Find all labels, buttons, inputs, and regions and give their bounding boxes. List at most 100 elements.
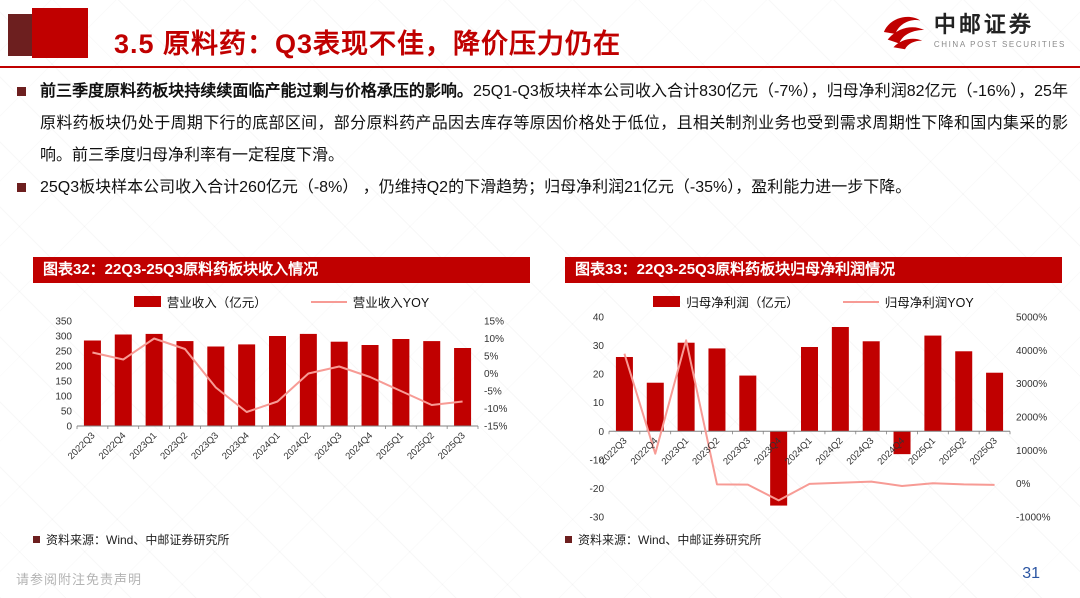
legend-label-profit: 归母净利润（亿元） bbox=[686, 296, 799, 310]
x-axis-category-label: 2025Q1 bbox=[906, 436, 938, 468]
right-axis-tick-label: 3000% bbox=[1016, 379, 1047, 390]
x-axis-category-label: 2022Q3 bbox=[598, 436, 630, 468]
right-axis-tick-label: -5% bbox=[484, 387, 502, 398]
left-axis-tick-label: 300 bbox=[55, 332, 72, 343]
bar bbox=[392, 339, 410, 426]
bar-swatch-icon bbox=[653, 296, 681, 307]
bar bbox=[238, 344, 256, 426]
x-axis-category-label: 2023Q2 bbox=[158, 430, 190, 462]
bullet-1-text: 25Q1-Q3板块样本公司收入合计830亿元（-7%），归母净利润82亿元（-1… bbox=[40, 83, 1068, 164]
figure-revenue-source: 资料来源：Wind、中邮证券研究所 bbox=[33, 531, 530, 548]
bar bbox=[646, 382, 664, 432]
x-axis-category-label: 2022Q3 bbox=[66, 430, 98, 462]
x-axis-category-label: 2025Q1 bbox=[374, 430, 406, 462]
x-axis-category-label: 2025Q2 bbox=[937, 436, 969, 468]
bar bbox=[677, 342, 695, 432]
bar bbox=[83, 340, 101, 426]
left-axis-tick-label: 150 bbox=[55, 377, 72, 388]
company-logo: 中邮证券 CHINA POST SECURITIES bbox=[881, 11, 1066, 51]
bullet-item-1: 前三季度原料药板块持续续面临产能过剩与价格承压的影响。25Q1-Q3板块样本公司… bbox=[14, 76, 1068, 172]
right-axis-tick-label: -1000% bbox=[1016, 513, 1051, 524]
figure-net-profit-title: 图表33：22Q3-25Q3原料药板块归母净利润情况 bbox=[565, 257, 1062, 283]
x-axis-category-label: 2025Q3 bbox=[968, 436, 1000, 468]
bar bbox=[708, 348, 726, 432]
x-axis-category-label: 2023Q1 bbox=[660, 436, 692, 468]
x-axis-category-label: 2024Q4 bbox=[343, 430, 375, 462]
bar bbox=[361, 345, 379, 426]
right-axis-tick-label: -15% bbox=[484, 422, 507, 433]
bar bbox=[831, 327, 849, 432]
header-decoration-dark-square bbox=[8, 14, 34, 56]
bullet-1-bold-text: 前三季度原料药板块持续续面临产能过剩与价格承压的影响。 bbox=[40, 83, 473, 100]
right-axis-tick-label: -10% bbox=[484, 404, 507, 415]
header-divider bbox=[0, 66, 1080, 68]
figure-revenue-title: 图表32：22Q3-25Q3原料药板块收入情况 bbox=[33, 257, 530, 283]
bar bbox=[862, 341, 880, 432]
left-axis-tick-label: 0 bbox=[66, 422, 72, 433]
page-number: 31 bbox=[1022, 565, 1040, 582]
right-axis-tick-label: 0% bbox=[484, 369, 499, 380]
summary-bullets: 前三季度原料药板块持续续面临产能过剩与价格承压的影响。25Q1-Q3板块样本公司… bbox=[14, 76, 1068, 204]
left-axis-tick-label: 350 bbox=[55, 317, 72, 328]
source-square-icon bbox=[33, 536, 40, 543]
bar bbox=[176, 341, 194, 426]
x-axis-category-label: 2024Q3 bbox=[313, 430, 345, 462]
legend-label-profit-yoy: 归母净利润YOY bbox=[884, 296, 974, 310]
company-name-en: CHINA POST SECURITIES bbox=[933, 39, 1066, 49]
right-axis-tick-label: 1000% bbox=[1016, 446, 1047, 457]
right-axis-tick-label: 2000% bbox=[1016, 413, 1047, 424]
line-swatch-icon bbox=[310, 300, 347, 303]
bar bbox=[299, 333, 317, 426]
bar bbox=[986, 372, 1004, 432]
source-text: 资料来源：Wind、中邮证券研究所 bbox=[578, 533, 762, 547]
x-axis-category-label: 2024Q2 bbox=[814, 436, 846, 468]
x-axis-category-label: 2025Q3 bbox=[436, 430, 468, 462]
legend-label-revenue-yoy: 营业收入YOY bbox=[352, 296, 430, 310]
source-text: 资料来源：Wind、中邮证券研究所 bbox=[46, 533, 230, 547]
bar bbox=[330, 341, 348, 426]
bullet-square-icon bbox=[17, 183, 26, 192]
bullet-square-icon bbox=[17, 87, 26, 96]
x-axis-category-label: 2023Q2 bbox=[690, 436, 722, 468]
left-axis-tick-label: 20 bbox=[593, 370, 605, 381]
legend-item-profit-yoy: 归母净利润YOY bbox=[842, 292, 974, 311]
bar bbox=[114, 334, 132, 426]
left-axis-tick-label: 250 bbox=[55, 347, 72, 358]
bar-swatch-icon bbox=[133, 296, 161, 307]
left-axis-tick-label: 30 bbox=[593, 341, 605, 352]
legend-label-revenue: 营业收入（亿元） bbox=[166, 296, 267, 310]
x-axis-category-label: 2024Q3 bbox=[845, 436, 877, 468]
bullet-2-text: 25Q3板块样本公司收入合计260亿元（-8%） ，仍维持Q2的下滑趋势；归母净… bbox=[40, 179, 912, 196]
left-axis-tick-label: 50 bbox=[61, 407, 73, 418]
figure-revenue-legend: 营业收入（亿元） 营业收入YOY bbox=[33, 294, 530, 310]
x-axis-category-label: 2022Q4 bbox=[97, 430, 129, 462]
x-axis-category-label: 2024Q2 bbox=[282, 430, 314, 462]
left-axis-tick-label: -10 bbox=[590, 455, 605, 466]
right-axis-tick-label: 5000% bbox=[1016, 313, 1047, 324]
figure-net-profit-source: 资料来源：Wind、中邮证券研究所 bbox=[565, 531, 1062, 548]
left-axis-tick-label: 0 bbox=[598, 427, 604, 438]
x-axis-category-label: 2023Q1 bbox=[128, 430, 160, 462]
bar bbox=[801, 347, 818, 432]
left-axis-tick-label: 40 bbox=[593, 313, 605, 324]
source-square-icon bbox=[565, 536, 572, 543]
x-axis-category-label: 2024Q1 bbox=[251, 430, 283, 462]
x-axis-category-label: 2023Q4 bbox=[220, 430, 252, 462]
bar bbox=[615, 357, 633, 432]
x-axis-category-label: 2023Q3 bbox=[721, 436, 753, 468]
bar bbox=[454, 348, 472, 426]
yoy-line bbox=[623, 339, 995, 502]
bar bbox=[269, 336, 286, 426]
company-logo-icon bbox=[883, 16, 924, 50]
right-axis-tick-label: 5% bbox=[484, 352, 499, 363]
legend-item-profit-bar: 归母净利润（亿元） bbox=[653, 292, 799, 311]
right-axis-tick-label: 0% bbox=[1016, 479, 1031, 490]
right-axis-tick-label: 10% bbox=[484, 334, 504, 345]
figure-net-profit: 图表33：22Q3-25Q3原料药板块归母净利润情况 归母净利润（亿元） 归母净… bbox=[565, 257, 1062, 548]
footer-disclaimer: 请参阅附注免责声明 bbox=[16, 572, 143, 587]
bar bbox=[145, 333, 163, 426]
left-axis-tick-label: -30 bbox=[590, 513, 605, 524]
header-decoration-red-square bbox=[32, 8, 88, 58]
line-swatch-icon bbox=[842, 300, 879, 303]
